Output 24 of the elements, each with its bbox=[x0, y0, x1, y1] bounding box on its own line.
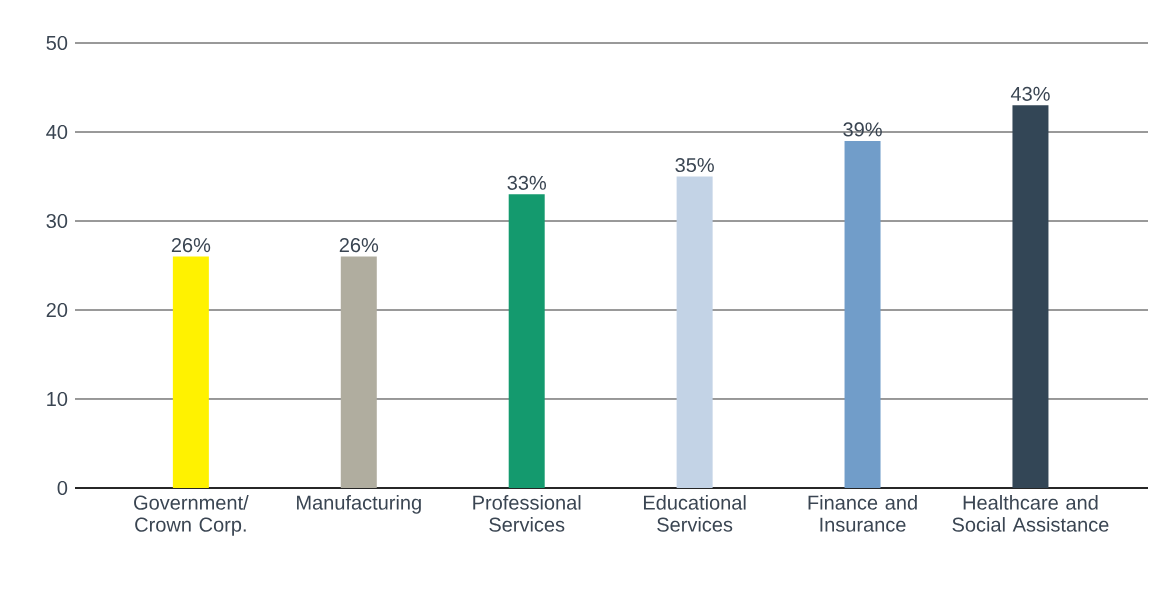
bar bbox=[508, 194, 545, 488]
y-tick-label: 30 bbox=[46, 213, 68, 229]
y-tick-label: 10 bbox=[47, 391, 68, 407]
bar bbox=[676, 176, 713, 488]
bar bbox=[844, 140, 881, 488]
x-tick-label: Manufacturing bbox=[297, 495, 421, 514]
y-tick-label: 0 bbox=[57, 480, 68, 496]
bar bbox=[1012, 105, 1049, 488]
x-tick-label: Healthcare and Social Assistance bbox=[952, 495, 1109, 532]
y-tick-label: 40 bbox=[46, 124, 68, 140]
bar bbox=[340, 256, 377, 488]
x-tick-label: Professional Services bbox=[473, 495, 581, 532]
data-label: 26% bbox=[339, 238, 379, 253]
data-label: 39% bbox=[843, 122, 882, 137]
data-label: 35% bbox=[675, 157, 714, 173]
x-tick-label: Government/ Crown Corp. bbox=[134, 495, 249, 536]
bar bbox=[172, 256, 209, 488]
x-tick-label: Educational Services bbox=[643, 495, 746, 532]
x-tick-label: Finance and Insurance bbox=[808, 495, 917, 532]
data-label: 26% bbox=[171, 238, 211, 253]
y-tick-label: 50 bbox=[46, 35, 68, 51]
data-label: 43% bbox=[1010, 86, 1050, 101]
y-tick-label: 20 bbox=[46, 302, 68, 318]
data-label: 33% bbox=[507, 175, 547, 190]
